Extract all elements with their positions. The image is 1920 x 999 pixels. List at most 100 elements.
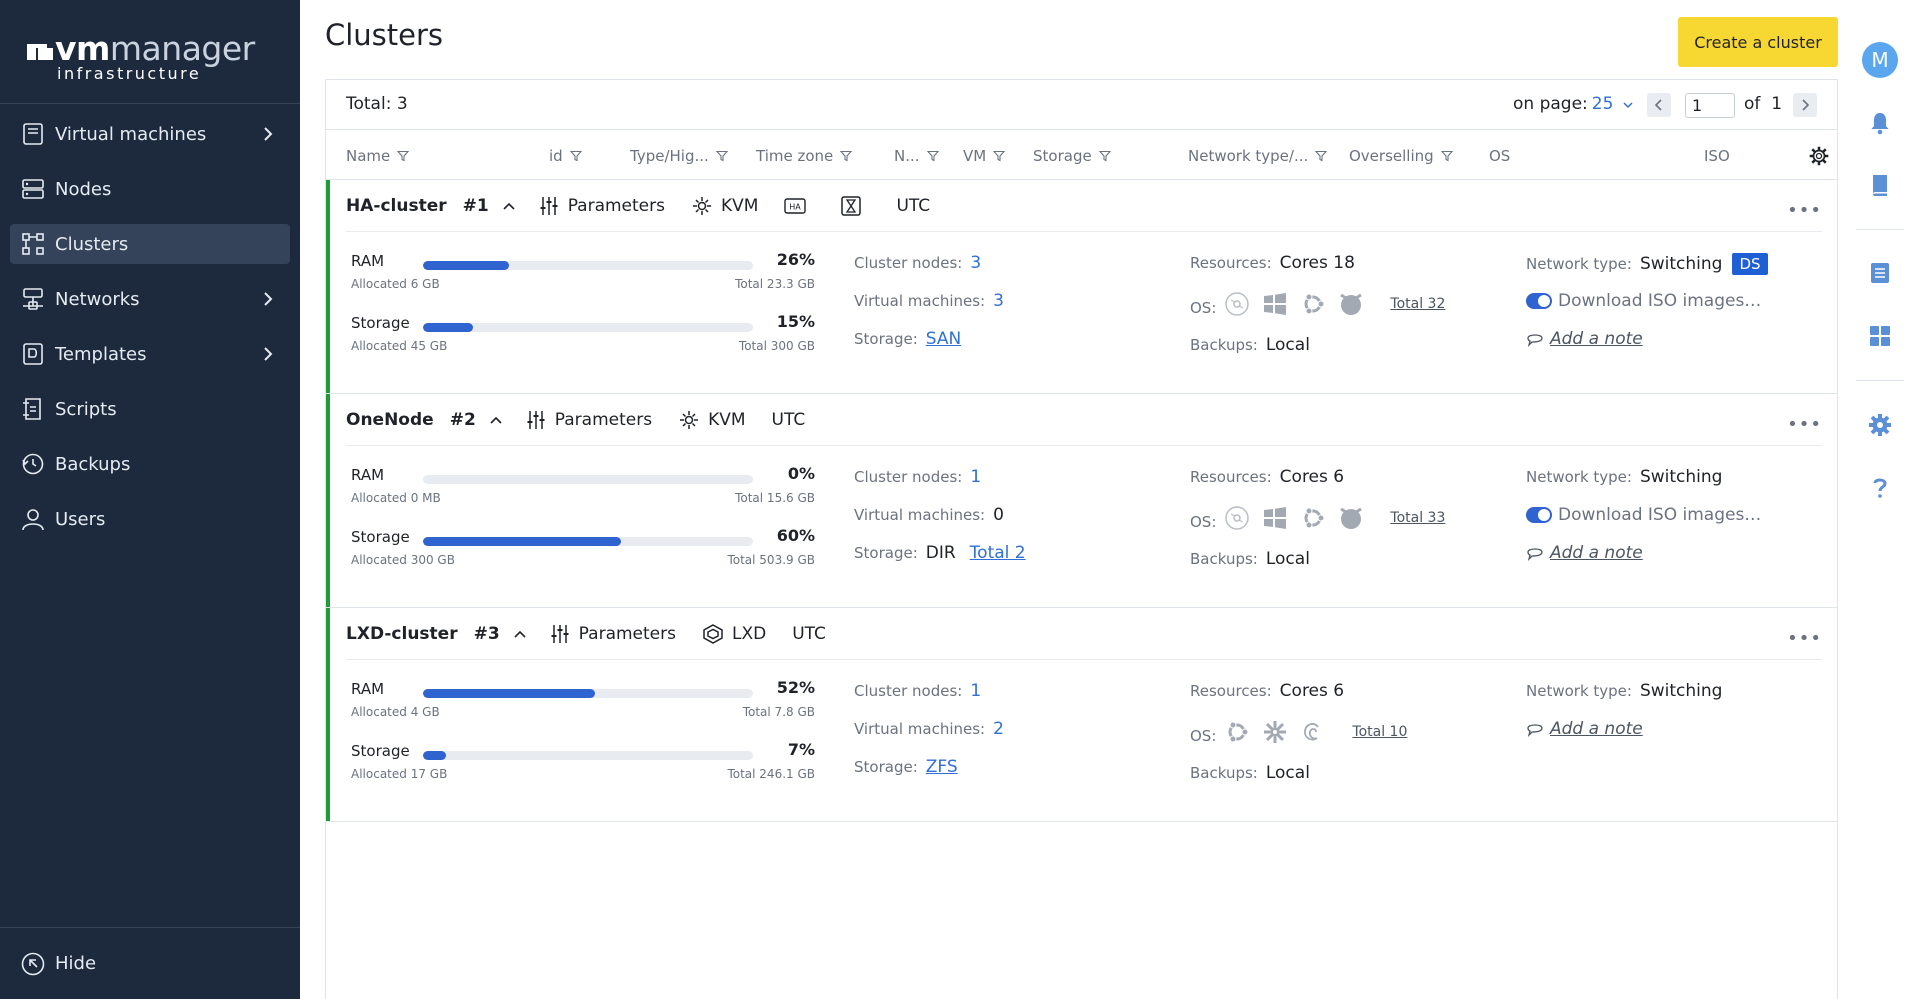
parameters-button[interactable]: Parameters — [549, 623, 676, 645]
chevron-right-icon[interactable] — [258, 124, 278, 144]
cluster-row[interactable]: HA-cluster #1 Parameters KVM HA UTC ••• RAM 26% A… — [326, 180, 1837, 394]
sidebar-item-backups[interactable]: Backups — [10, 444, 290, 484]
usage-allocated: Allocated 0 MB — [351, 491, 441, 505]
filter-icon[interactable] — [840, 150, 853, 162]
help-icon[interactable] — [1867, 474, 1893, 500]
chevron-right-icon[interactable] — [258, 289, 278, 309]
bell-icon[interactable] — [1867, 110, 1893, 136]
table-header: Name id Type/Hig... Time zone N... VM Storage N… — [326, 130, 1837, 180]
column-header[interactable]: Network type/... — [1188, 147, 1328, 165]
column-header[interactable]: Time zone — [756, 147, 853, 165]
sidebar-item-scripts[interactable]: Scripts — [10, 389, 290, 429]
storage-info: Storage: SAN — [854, 329, 961, 349]
column-settings-gear-icon[interactable] — [1808, 145, 1830, 167]
document-list-icon[interactable] — [1867, 260, 1893, 286]
column-header[interactable]: Overselling — [1349, 147, 1453, 165]
sidebar-item-virtual-machines[interactable]: Virtual machines — [10, 114, 290, 154]
iso-download-toggle[interactable]: Download ISO images… — [1526, 505, 1761, 525]
cluster-row[interactable]: OneNode #2 Parameters KVM UTC ••• RAM 0% Allocat… — [326, 394, 1837, 608]
add-note-link[interactable]: Add a note — [1526, 543, 1643, 563]
book-icon[interactable] — [1867, 172, 1893, 198]
filter-icon[interactable] — [1440, 150, 1453, 162]
chevron-up-icon[interactable] — [513, 627, 527, 641]
os-total-link[interactable]: Total 32 — [1390, 296, 1446, 312]
cluster-name[interactable]: OneNode — [346, 409, 434, 430]
column-header[interactable]: Storage — [1033, 147, 1111, 165]
dashboard-icon[interactable] — [1867, 323, 1893, 349]
prev-page-button[interactable] — [1647, 93, 1671, 117]
chevron-up-icon[interactable] — [489, 413, 503, 427]
usage-fill — [423, 261, 509, 270]
resources: Resources: Cores 6 — [1190, 681, 1344, 701]
kv-label: Resources: — [1190, 468, 1272, 486]
add-note-label: Add a note — [1550, 543, 1643, 563]
chevron-right-icon[interactable] — [258, 344, 278, 364]
cluster-nodes-link[interactable]: 1 — [970, 681, 982, 701]
virtual-machines-value[interactable]: 2 — [993, 719, 1004, 739]
sidebar-item-templates[interactable]: Templates — [10, 334, 290, 374]
filter-icon[interactable] — [1315, 150, 1328, 162]
more-actions-button[interactable]: ••• — [1787, 414, 1822, 435]
column-header[interactable]: Name — [346, 147, 410, 165]
cluster-row[interactable]: LXD-cluster #3 Parameters LXD UTC ••• RAM 52% Al… — [326, 608, 1837, 822]
column-header[interactable]: OS — [1489, 147, 1510, 165]
gear-icon[interactable] — [1867, 412, 1893, 438]
per-page-selector[interactable]: on page: 25 — [1513, 94, 1633, 114]
column-header[interactable]: Type/Hig... — [630, 147, 728, 165]
more-actions-button[interactable]: ••• — [1787, 628, 1822, 649]
cluster-nodes-link[interactable]: 3 — [970, 253, 982, 273]
usage-fill — [423, 537, 621, 546]
script-icon — [23, 398, 41, 420]
iso-download-toggle[interactable]: Download ISO images… — [1526, 291, 1761, 311]
create-cluster-button[interactable]: Create a cluster — [1678, 17, 1838, 67]
chevron-down-icon[interactable] — [1623, 101, 1633, 109]
chevron-up-icon[interactable] — [502, 199, 516, 213]
toggle-switch[interactable] — [1526, 293, 1552, 309]
storage-type-link[interactable]: ZFS — [925, 757, 958, 777]
usage-bar-row: RAM 0% Allocated 0 MB Total 15.6 GB — [346, 464, 823, 528]
column-header[interactable]: ISO — [1704, 147, 1730, 165]
more-actions-button[interactable]: ••• — [1787, 200, 1822, 221]
cluster-nodes-link[interactable]: 1 — [970, 467, 982, 487]
filter-icon[interactable] — [926, 150, 939, 162]
logo-mark-icon — [27, 42, 53, 62]
parameters-button[interactable]: Parameters — [538, 195, 665, 217]
filter-icon[interactable] — [1098, 150, 1111, 162]
column-header[interactable]: N... — [894, 147, 939, 165]
kv-label: Cluster nodes: — [854, 254, 963, 272]
sidebar-item-users[interactable]: Users — [10, 499, 290, 539]
page-number-input[interactable] — [1685, 93, 1735, 118]
parameters-button[interactable]: Parameters — [525, 409, 652, 431]
hide-icon — [21, 952, 45, 975]
filter-icon[interactable] — [715, 150, 728, 162]
filter-icon[interactable] — [993, 150, 1006, 162]
usage-track — [423, 323, 753, 332]
usage-percent: 15% — [776, 312, 815, 331]
logo[interactable]: vmmanager infrastructure — [0, 0, 300, 104]
add-note-link[interactable]: Add a note — [1526, 719, 1643, 739]
virtual-machines: Virtual machines: 2 — [854, 719, 1004, 739]
sidebar-item-networks[interactable]: Networks — [10, 279, 290, 319]
storage-total-link[interactable]: Total 2 — [969, 543, 1026, 563]
toggle-switch[interactable] — [1526, 507, 1552, 523]
hide-sidebar-button[interactable]: Hide — [0, 927, 300, 999]
cluster-name[interactable]: LXD-cluster — [346, 623, 458, 644]
virtual-machines-value[interactable]: 3 — [993, 291, 1004, 311]
monitor-icon — [23, 123, 43, 145]
sidebar-item-nodes[interactable]: Nodes — [10, 169, 290, 209]
per-page-value[interactable]: 25 — [1591, 94, 1614, 114]
column-header[interactable]: VM — [963, 147, 1006, 165]
os-total-link[interactable]: Total 33 — [1390, 510, 1446, 526]
sidebar-item-clusters[interactable]: Clusters — [10, 224, 290, 264]
avatar[interactable]: M — [1862, 42, 1898, 78]
storage-type-link[interactable]: SAN — [925, 329, 962, 349]
add-note-link[interactable]: Add a note — [1526, 329, 1643, 349]
filter-icon[interactable] — [569, 150, 582, 162]
usage-percent: 7% — [787, 740, 815, 759]
next-page-button[interactable] — [1793, 93, 1817, 117]
column-header[interactable]: id — [549, 147, 582, 165]
os-total-link[interactable]: Total 10 — [1352, 724, 1408, 740]
cluster-name[interactable]: HA-cluster — [346, 195, 447, 216]
filter-icon[interactable] — [397, 150, 410, 162]
kv-label: Storage: — [854, 544, 918, 562]
